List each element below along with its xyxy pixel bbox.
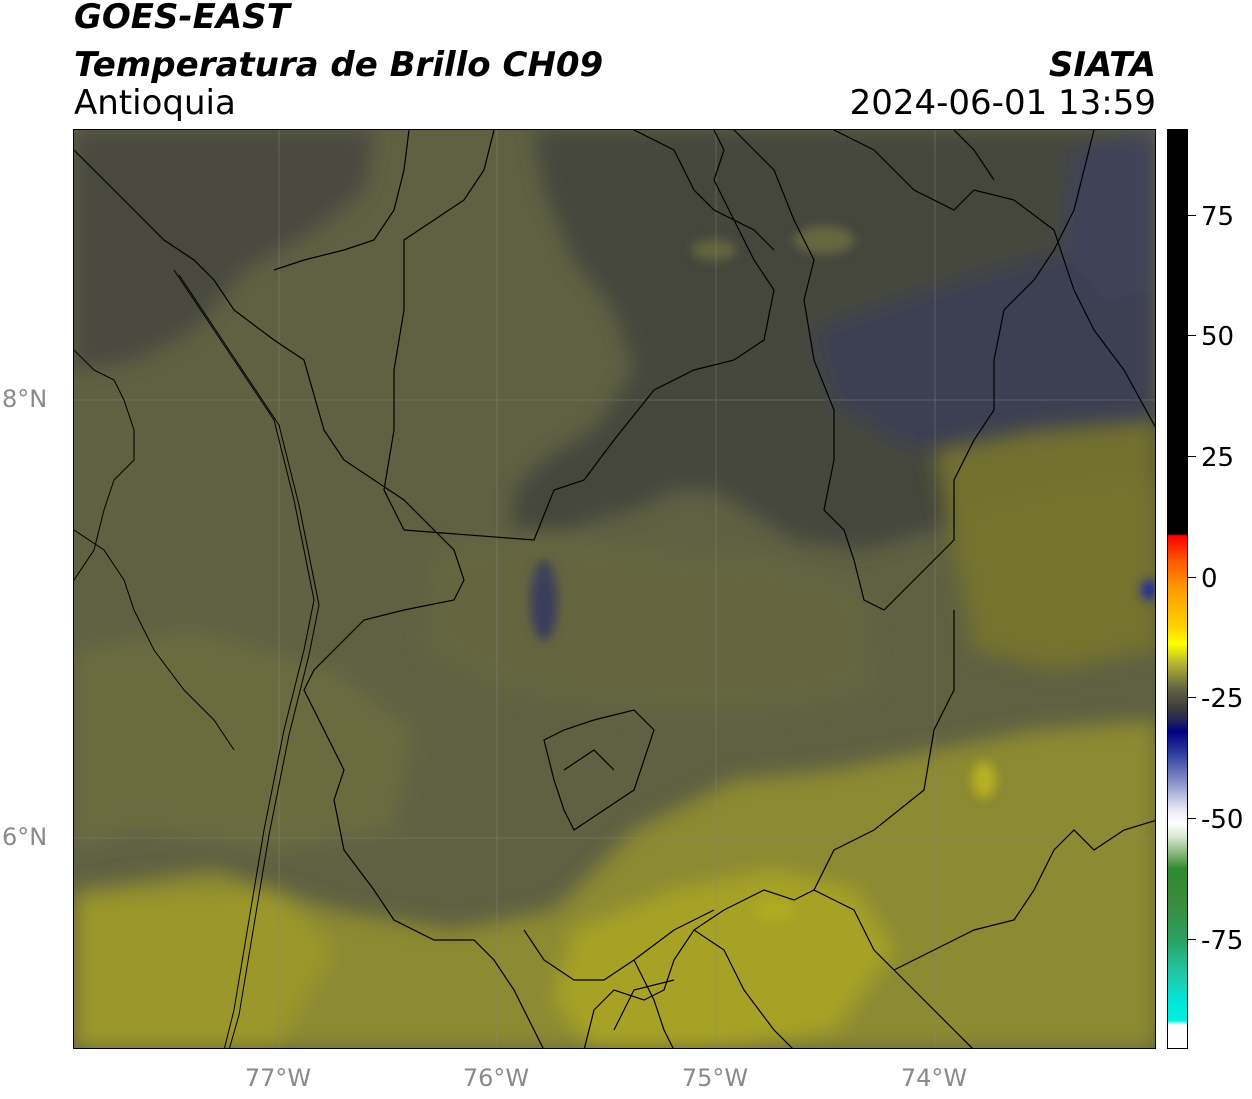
colorbar-label-50: 50 — [1201, 322, 1235, 352]
lon-label-77w: 77°W — [244, 1064, 312, 1092]
lat-label-8n: 8°N — [2, 385, 48, 413]
organization-label: SIATA — [1048, 45, 1156, 85]
colorbar — [1167, 129, 1188, 1049]
map-gridlines — [74, 130, 1155, 1048]
coastline — [74, 269, 320, 1048]
colorbar-label-minus50: -50 — [1201, 805, 1244, 835]
brightness-temperature-map[interactable] — [73, 129, 1156, 1049]
colorbar-label-0: 0 — [1201, 564, 1218, 594]
map-canvas — [74, 130, 1155, 1048]
lat-label-6n: 6°N — [2, 823, 48, 851]
colorbar-tick — [1188, 818, 1196, 819]
colorbar-tick — [1188, 939, 1196, 940]
timestamp-label: 2024-06-01 13:59 — [849, 83, 1156, 123]
administrative-borders — [74, 130, 1155, 1048]
colorbar-label-minus25: -25 — [1201, 684, 1244, 714]
satellite-title: GOES-EAST — [74, 0, 290, 37]
lon-label-75w: 75°W — [681, 1064, 749, 1092]
lon-label-76w: 76°W — [462, 1064, 530, 1092]
colorbar-label-minus75: -75 — [1201, 926, 1244, 956]
product-title: Temperatura de Brillo CH09 — [74, 45, 604, 85]
colorbar-tick — [1188, 577, 1196, 578]
cloud-speckles — [530, 226, 1155, 920]
colorbar-tick — [1188, 335, 1196, 336]
colorbar-label-75: 75 — [1201, 202, 1235, 232]
region-title: Antioquia — [74, 83, 236, 123]
colorbar-tick — [1188, 215, 1196, 216]
lon-label-74w: 74°W — [900, 1064, 968, 1092]
cloud-field-warm — [74, 420, 1155, 1048]
colorbar-tick — [1188, 697, 1196, 698]
colorbar-tick — [1188, 456, 1196, 457]
colorbar-label-25: 25 — [1201, 443, 1235, 473]
